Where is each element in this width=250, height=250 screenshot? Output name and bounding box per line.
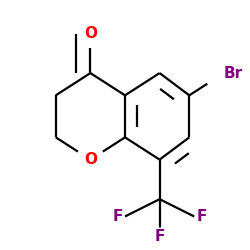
Text: Br: Br [224, 66, 243, 80]
Text: F: F [112, 209, 122, 224]
Text: O: O [84, 26, 97, 41]
Text: O: O [84, 152, 97, 167]
Text: F: F [154, 229, 165, 244]
Text: F: F [197, 209, 207, 224]
